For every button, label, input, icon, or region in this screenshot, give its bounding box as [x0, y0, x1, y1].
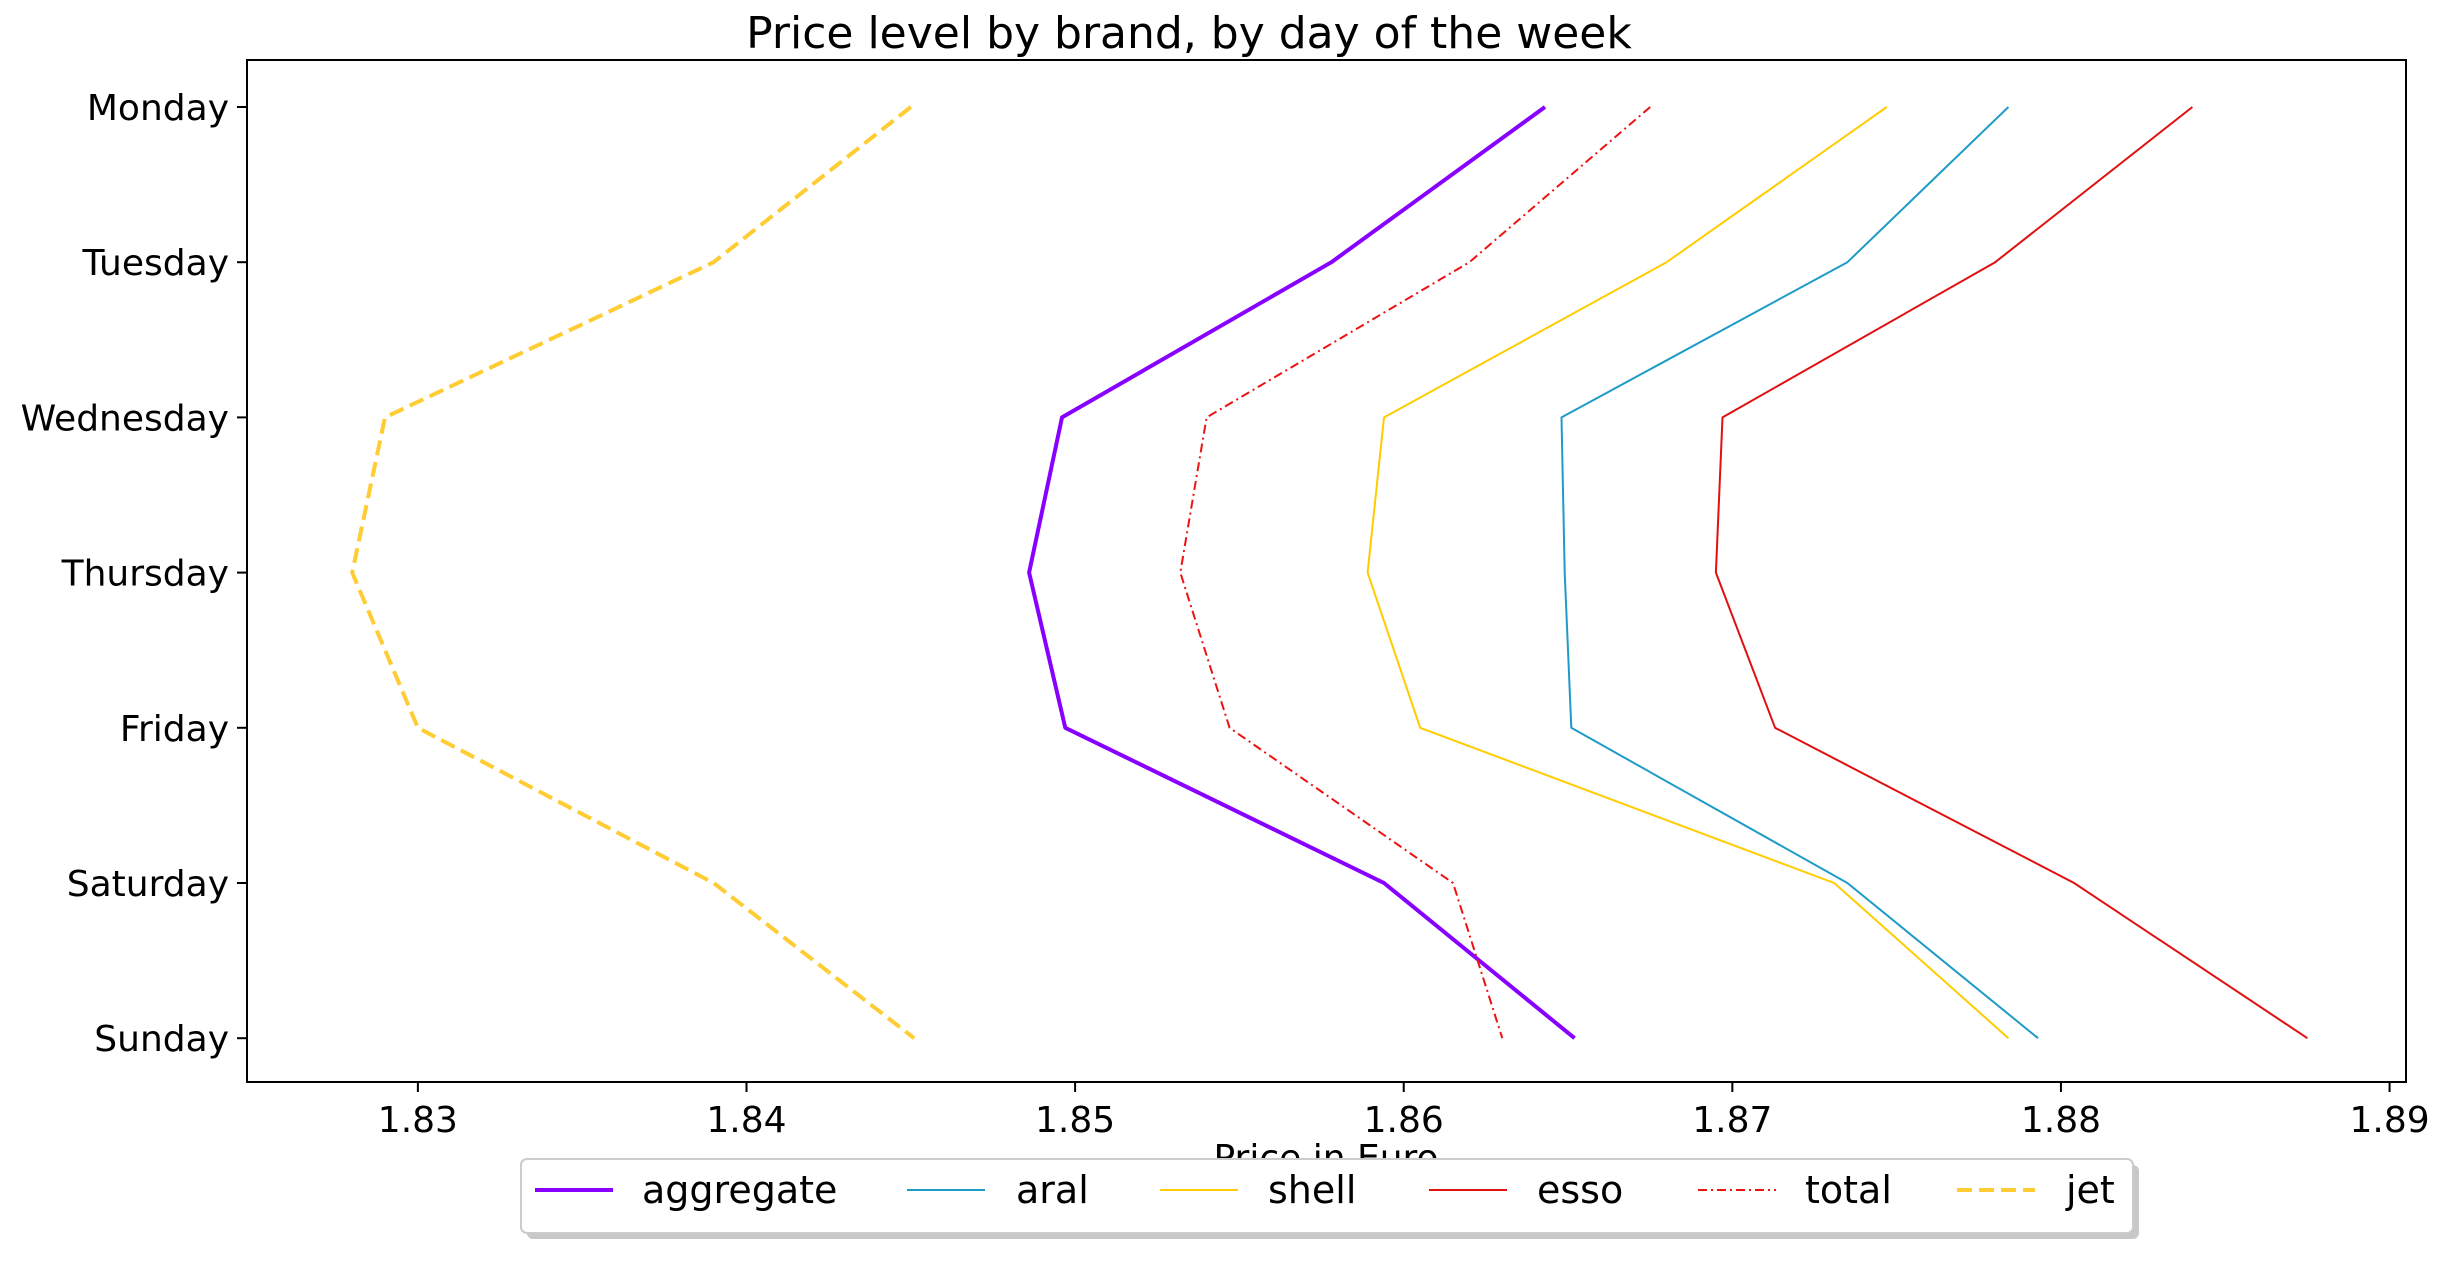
series-line-total: [1179, 106, 1651, 1039]
y-tick-label: Friday: [120, 709, 229, 750]
x-tick-label: 1.88: [2021, 1100, 2101, 1141]
x-tick-label: 1.84: [706, 1100, 786, 1141]
x-tick-label: 1.83: [378, 1100, 458, 1141]
legend-label-aral: aral: [1016, 1168, 1089, 1212]
chart-title: Price level by brand, by day of the week: [746, 8, 1632, 59]
legend: aggregate aral shell esso total jet: [520, 1158, 2139, 1239]
axes-frame: [246, 59, 2407, 1083]
series-line-aggregate: [1027, 105, 1576, 1040]
x-tick-label: 1.87: [1692, 1100, 1772, 1141]
legend-label-jet: jet: [2065, 1168, 2115, 1212]
y-tick-label: Wednesday: [21, 398, 229, 439]
x-axis: 1.83 1.84 1.85 1.86 1.87 1.88 1.89: [378, 1082, 2430, 1141]
x-tick-label: 1.85: [1035, 1100, 1115, 1141]
y-tick-label: Thursday: [61, 554, 229, 595]
legend-label-esso: esso: [1537, 1168, 1623, 1212]
legend-label-aggregate: aggregate: [642, 1168, 837, 1212]
series-line-esso: [1714, 106, 2308, 1040]
series-line-aral: [1560, 106, 2039, 1039]
series-line-jet: [350, 105, 916, 1040]
legend-label-total: total: [1805, 1168, 1892, 1212]
y-axis: Monday Tuesday Wednesday Thursday Friday Satu…: [21, 88, 247, 1060]
y-tick-label: Tuesday: [82, 243, 229, 284]
y-tick-label: Monday: [87, 88, 229, 129]
series-line-shell: [1366, 106, 2010, 1039]
y-tick-label: Sunday: [94, 1019, 229, 1060]
x-tick-label: 1.86: [1364, 1100, 1444, 1141]
legend-label-shell: shell: [1268, 1168, 1356, 1212]
legend-box: [520, 1158, 2134, 1234]
x-tick-label: 1.89: [2349, 1100, 2429, 1141]
y-tick-label: Saturday: [67, 864, 229, 905]
plot-area: [350, 105, 2308, 1040]
